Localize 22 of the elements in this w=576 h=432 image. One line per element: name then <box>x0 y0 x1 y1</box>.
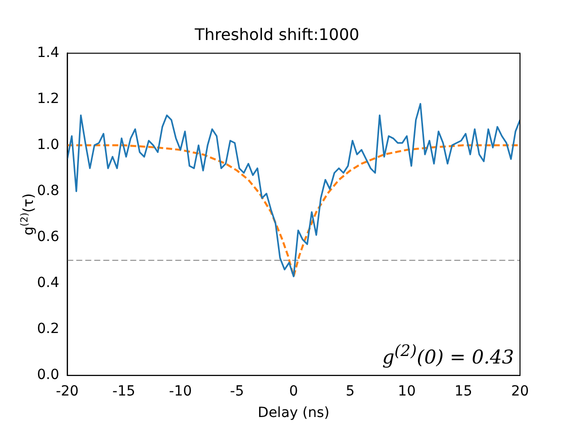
y-tick-label: 1.2 <box>37 90 60 107</box>
y-tick-label: 1.0 <box>37 136 60 153</box>
x-axis-title: Delay (ns) <box>258 405 330 422</box>
y-tick-label: 0.2 <box>37 321 60 338</box>
x-tick-label: 10 <box>398 383 416 400</box>
y-tick-label: 0.8 <box>37 182 60 199</box>
y-tick-label: 1.4 <box>37 44 60 61</box>
x-tick-label: 5 <box>346 383 355 400</box>
y-tick-label: 0.4 <box>37 274 60 291</box>
line-series <box>67 144 520 278</box>
x-tick-label: -10 <box>169 383 192 400</box>
y-tick-label: 0.6 <box>37 228 60 245</box>
x-tick-label: -15 <box>112 383 136 400</box>
x-tick-label: -5 <box>230 383 244 400</box>
x-tick-label: 20 <box>511 383 529 400</box>
annotation: g$^{(2)}$(0) = 0.43 <box>382 341 514 368</box>
x-tick-label: 0 <box>289 383 298 400</box>
y-axis-title: g(2)(τ) <box>19 193 37 236</box>
chart-title: Threshold shift:1000 <box>194 24 360 44</box>
x-tick-label: 15 <box>454 383 472 400</box>
x-tick-label: -20 <box>56 383 79 400</box>
y-tick-label: 0.0 <box>37 367 60 384</box>
